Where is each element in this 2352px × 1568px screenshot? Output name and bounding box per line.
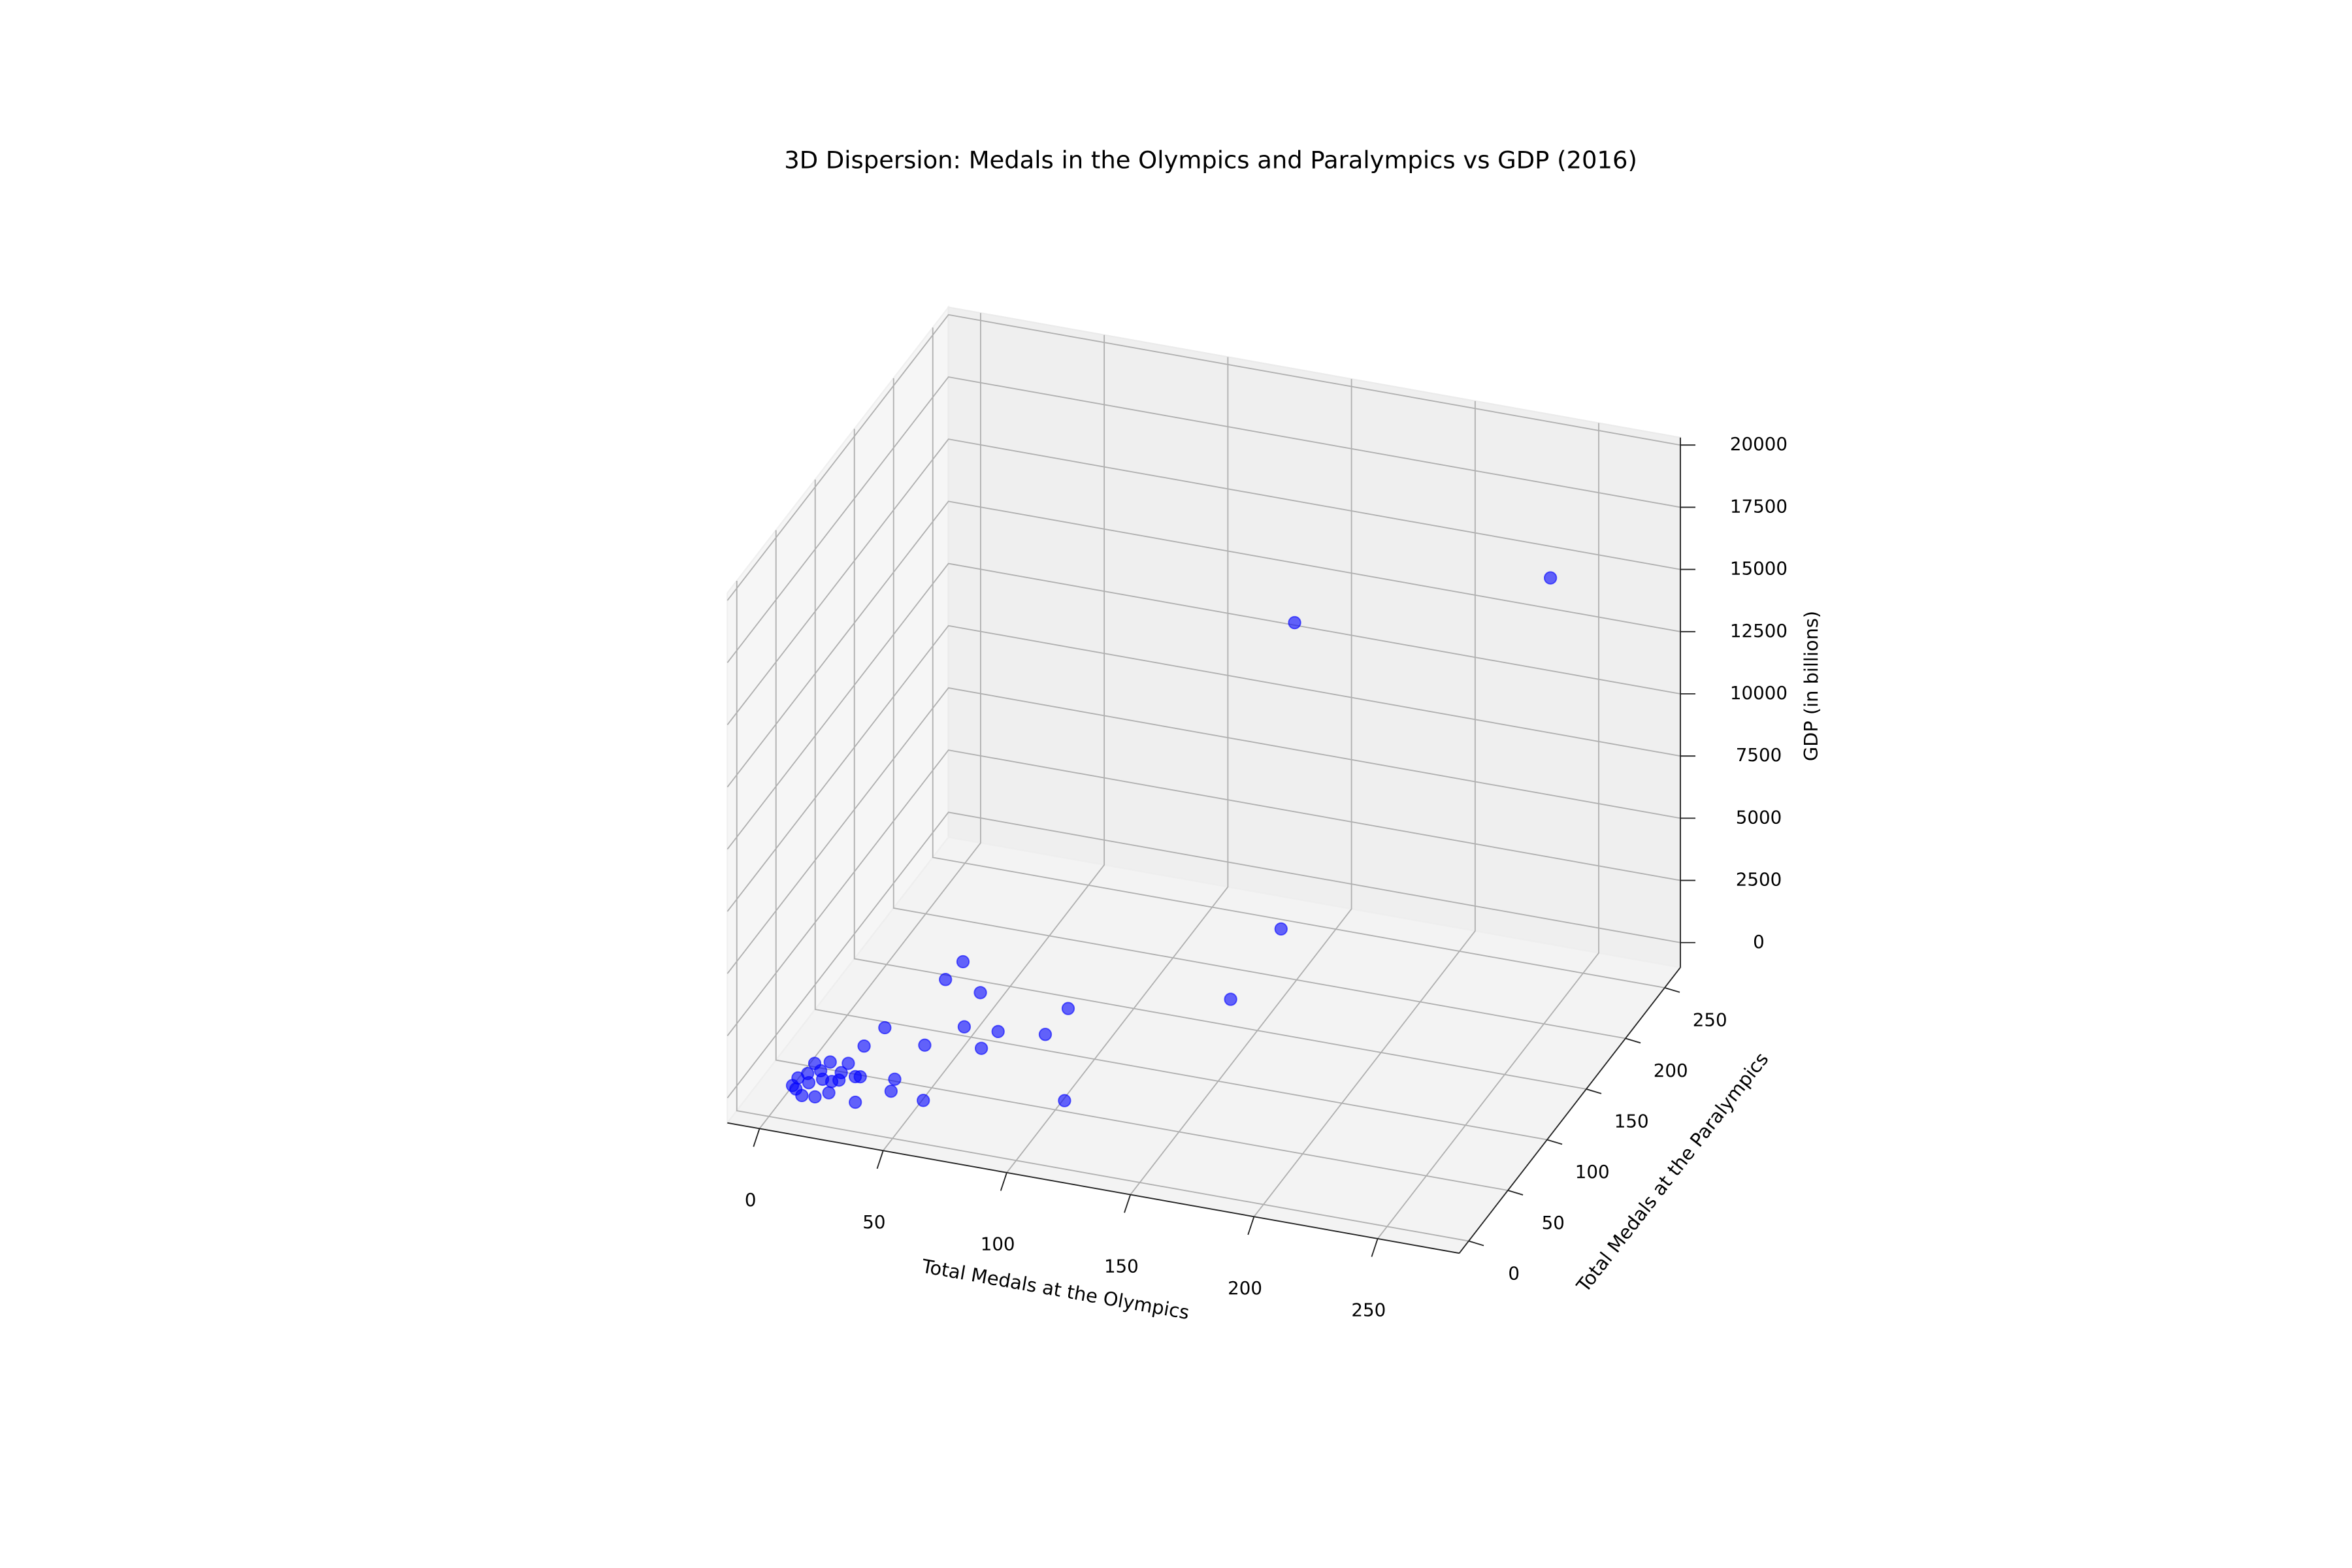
y-tick-label: 50 (1542, 1212, 1565, 1233)
grid-line (759, 313, 981, 1130)
x-tick-label: 0 (745, 1189, 757, 1211)
x-axis-label: Total Medals at the Olympics (920, 1254, 1191, 1324)
grid-line (1377, 423, 1600, 1239)
z-tick-label: 2500 (1736, 869, 1782, 890)
grid-line (775, 530, 1509, 1191)
data-point (808, 1090, 822, 1103)
grid-line (727, 625, 1681, 912)
grid-line (1130, 379, 1352, 1196)
data-point (973, 986, 987, 1000)
data-point (813, 1064, 828, 1078)
grid-line (1006, 357, 1229, 1173)
data-point (1224, 992, 1237, 1006)
y-tick-label: 150 (1614, 1111, 1649, 1132)
grid-line (727, 563, 1681, 850)
y-tick-label: 250 (1693, 1009, 1727, 1031)
grid-line (932, 327, 1665, 988)
data-point (822, 1086, 836, 1100)
grid-line (727, 811, 1681, 1099)
data-point (1058, 1094, 1071, 1107)
data-point (834, 1066, 848, 1079)
z-tick-label: 0 (1753, 931, 1765, 953)
grid-line (727, 687, 1681, 974)
x-tick (1124, 1194, 1132, 1213)
z-tick-label: 15000 (1730, 558, 1788, 580)
x-tick (876, 1150, 884, 1169)
data-point (1288, 615, 1301, 630)
data-point (888, 1072, 902, 1086)
grid-line (727, 314, 1681, 601)
x-axis-line (727, 1122, 1460, 1254)
z-axis-label: GDP (in billions) (1800, 611, 1822, 761)
z-tick-label: 17500 (1730, 495, 1788, 517)
grid-line (727, 376, 1681, 663)
data-point (825, 1075, 839, 1088)
grid-line (727, 500, 1681, 788)
y-tick-label: 100 (1575, 1161, 1610, 1183)
y-tick (1664, 987, 1680, 993)
data-point (991, 1024, 1005, 1039)
grid-line (892, 378, 1626, 1039)
x-tick-label: 200 (1228, 1277, 1262, 1299)
grid-line (853, 429, 1587, 1090)
x-tick (1000, 1172, 1007, 1191)
data-point (841, 1056, 855, 1070)
z-tick-label: 7500 (1736, 744, 1782, 766)
grid-line (814, 479, 1548, 1141)
data-point (884, 1085, 898, 1098)
grid-line (727, 438, 1681, 726)
grid-line (727, 749, 1681, 1036)
y-axis-line (1458, 967, 1681, 1254)
y-tick (1468, 1240, 1484, 1247)
y-tick-label: 200 (1654, 1060, 1688, 1081)
y-tick (1546, 1139, 1563, 1145)
z-tick-label: 12500 (1730, 620, 1788, 642)
y-tick (1507, 1190, 1524, 1196)
grid-line (736, 581, 1469, 1242)
grid-line (883, 335, 1105, 1151)
z-tick-label: 5000 (1736, 806, 1782, 828)
z-tick-label: 20000 (1730, 433, 1788, 455)
data-point (853, 1070, 867, 1084)
y-tick (1586, 1088, 1602, 1094)
data-point (795, 1088, 809, 1102)
z-tick-label: 10000 (1730, 682, 1788, 704)
y-tick-label: 0 (1508, 1262, 1520, 1284)
x-tick-label: 50 (862, 1211, 885, 1233)
data-point (849, 1095, 862, 1109)
data-point (974, 1041, 988, 1055)
data-point (918, 1038, 932, 1052)
data-point (956, 955, 970, 969)
x-tick-label: 150 (1104, 1255, 1139, 1277)
data-point (878, 1021, 892, 1035)
x-tick (1247, 1216, 1255, 1235)
data-point (802, 1076, 816, 1090)
data-point (823, 1055, 837, 1069)
x-tick-label: 100 (981, 1233, 1015, 1255)
data-point (857, 1039, 871, 1053)
data-point (1274, 922, 1288, 936)
data-point (939, 973, 953, 987)
x-tick (1371, 1238, 1379, 1257)
data-point (1543, 571, 1558, 585)
data-point (917, 1094, 930, 1107)
x-tick-label: 250 (1351, 1299, 1386, 1321)
x-tick (753, 1128, 760, 1147)
data-point (957, 1020, 972, 1034)
data-point (1061, 1002, 1075, 1015)
grid-line (1253, 400, 1476, 1217)
y-tick (1625, 1037, 1641, 1044)
chart-title: 3D Dispersion: Medals in the Olympics an… (784, 146, 1637, 174)
data-point (1038, 1028, 1053, 1041)
